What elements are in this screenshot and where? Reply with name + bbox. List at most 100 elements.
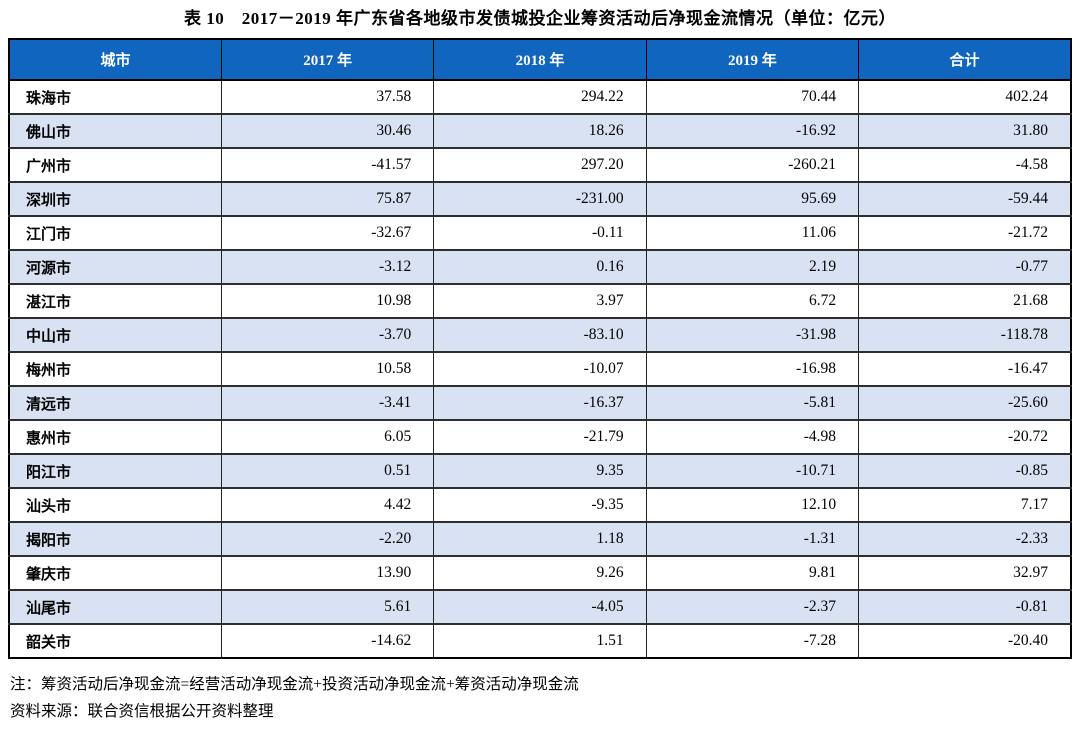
value-cell: -2.20 [220, 521, 434, 556]
city-cell: 惠州市 [9, 419, 222, 454]
column-header-3: 2019 年 [645, 39, 859, 81]
city-cell: 珠海市 [26, 90, 72, 107]
value-cell: 2.19 [645, 249, 859, 284]
city-cell: 深圳市 [9, 181, 222, 216]
value-cell: -83.10 [433, 317, 647, 352]
value-cell: 294.22 [433, 80, 647, 114]
value-cell: 31.80 [858, 113, 1071, 148]
value-cell: -16.92 [645, 113, 859, 148]
value-cell: -14.62 [220, 623, 434, 658]
column-header-1: 2017 年 [220, 39, 434, 81]
city-cell: 汕尾市 [9, 589, 222, 624]
table-row: 肇庆市 13.90 9.26 9.81 32.97 [9, 555, 1071, 590]
table-row: 广州市 -41.57 297.20 -260.21 -4.58 [9, 147, 1071, 182]
value-cell: 6.05 [220, 419, 434, 454]
value-cell: -231.00 [433, 181, 647, 216]
city-cell: 中山市 [9, 317, 222, 352]
value-cell: 37.58 [220, 80, 434, 114]
value-cell: -31.98 [645, 317, 859, 352]
value-cell: 11.06 [645, 215, 859, 250]
value-cell: -4.98 [645, 419, 859, 454]
value-cell: -2.37 [645, 589, 859, 624]
table-row: 汕头市 4.42 -9.35 12.10 7.17 [9, 487, 1071, 522]
value-cell: -3.41 [220, 385, 434, 420]
city-cell: 湛江市 [9, 283, 222, 318]
city-cell: 梅州市 [9, 351, 222, 386]
value-cell: 3.97 [433, 283, 647, 318]
value-cell: -3.70 [220, 317, 434, 352]
table-notes: 注：筹资活动后净现金流=经营活动净现金流+投资活动净现金流+筹资活动净现金流 资… [8, 671, 1072, 725]
value-cell: -5.81 [645, 385, 859, 420]
value-cell: -2.33 [858, 521, 1071, 556]
value-cell: 4.42 [220, 487, 434, 522]
value-cell: -59.44 [858, 181, 1071, 216]
city-cell: 阳江市 [9, 453, 222, 488]
value-cell: -32.67 [220, 215, 434, 250]
value-cell: -1.31 [645, 521, 859, 556]
value-cell: -0.77 [858, 249, 1071, 284]
city-cell: 河源市 [9, 249, 222, 284]
value-cell: 21.68 [858, 283, 1071, 318]
value-cell: -16.47 [858, 351, 1071, 386]
value-cell: 1.51 [433, 623, 647, 658]
value-cell: 10.58 [220, 351, 434, 386]
value-cell: 9.81 [645, 555, 859, 590]
table-row: 中山市 -3.70 -83.10 -31.98 -118.78 [9, 317, 1071, 352]
table-row: 江门市 -32.67 -0.11 11.06 -21.72 [9, 215, 1071, 250]
value-cell: 12.10 [645, 487, 859, 522]
value-cell: 402.24 [858, 80, 1071, 114]
table-row: 惠州市 6.05 -21.79 -4.98 -20.72 [9, 419, 1071, 454]
value-cell: 7.17 [858, 487, 1071, 522]
value-cell: 70.44 [645, 80, 859, 114]
value-cell: -10.07 [433, 351, 647, 386]
value-cell: -41.57 [220, 147, 434, 182]
value-cell: 32.97 [858, 555, 1071, 590]
value-cell: 13.90 [220, 555, 434, 590]
city-cell: 广州市 [9, 147, 222, 182]
value-cell: 75.87 [220, 181, 434, 216]
table-row: 珠海市 37.58 294.22 70.44 402.24 [9, 80, 1071, 114]
value-cell: -0.11 [433, 215, 647, 250]
value-cell: -25.60 [858, 385, 1071, 420]
value-cell: 0.16 [433, 249, 647, 284]
value-cell: 10.98 [220, 283, 434, 318]
value-cell: 1.18 [433, 521, 647, 556]
table-body: 珠海市 37.58 294.22 70.44 402.24 佛山市 30.46 18.26 -1… [9, 80, 1071, 658]
value-cell: -4.05 [433, 589, 647, 624]
table-row: 韶关市 -14.62 1.51 -7.28 -20.40 [9, 623, 1071, 658]
value-cell: -118.78 [858, 317, 1071, 352]
value-cell: -3.12 [220, 249, 434, 284]
table-row: 阳江市 0.51 9.35 -10.71 -0.85 [9, 453, 1071, 488]
table-row: 佛山市 30.46 18.26 -16.92 31.80 [9, 113, 1071, 148]
column-header-4: 合计 [858, 39, 1071, 81]
value-cell: -7.28 [645, 623, 859, 658]
table-row: 揭阳市 -2.20 1.18 -1.31 -2.33 [9, 521, 1071, 556]
value-cell: -20.40 [858, 623, 1071, 658]
cash-flow-table: 城市 2017 年 2018 年 2019 年合计 珠海市 37.58 294.22 70.… [8, 38, 1072, 659]
city-cell: 江门市 [9, 215, 222, 250]
value-cell: 6.72 [645, 283, 859, 318]
table-row: 梅州市 10.58 -10.07 -16.98 -16.47 [9, 351, 1071, 386]
value-cell: -4.58 [858, 147, 1071, 182]
value-cell: -16.98 [645, 351, 859, 386]
column-header-0: 城市 [9, 39, 222, 81]
value-cell: -0.81 [858, 589, 1071, 624]
value-cell: -260.21 [645, 147, 859, 182]
value-cell: -20.72 [858, 419, 1071, 454]
value-cell: -21.72 [858, 215, 1071, 250]
table-row: 河源市 -3.12 0.16 2.19 -0.77 [9, 249, 1071, 284]
value-cell: -16.37 [433, 385, 647, 420]
value-cell: 9.26 [433, 555, 647, 590]
value-cell: 297.20 [433, 147, 647, 182]
table-title: 表 10 2017－2019 年广东省各地级市发债城投企业筹资活动后净现金流情况… [184, 9, 896, 28]
table-row: 深圳市 75.87 -231.00 95.69 -59.44 [9, 181, 1071, 216]
header-row: 城市 2017 年 2018 年 2019 年合计 [9, 39, 1071, 81]
value-cell: -0.85 [858, 453, 1071, 488]
table-row: 汕尾市 5.61 -4.05 -2.37 -0.81 [9, 589, 1071, 624]
note-source: 资料来源：联合资信根据公开资料整理 [10, 703, 274, 720]
value-cell: 18.26 [433, 113, 647, 148]
value-cell: 5.61 [220, 589, 434, 624]
table-row: 湛江市 10.98 3.97 6.72 21.68 [9, 283, 1071, 318]
value-cell: -10.71 [645, 453, 859, 488]
